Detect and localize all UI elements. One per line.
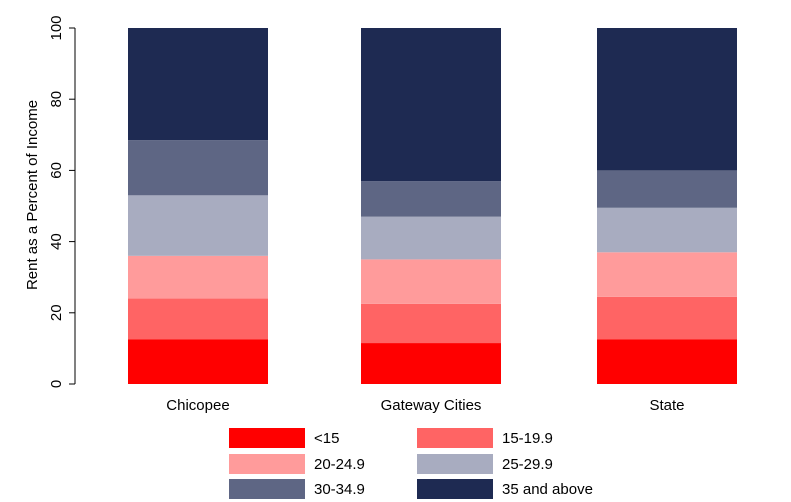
y-axis-title: Rent as a Percent of Income — [24, 100, 41, 290]
legend-label: 35 and above — [502, 481, 593, 498]
x-axis-ticks: Chicopee Gateway Cities State — [166, 397, 684, 414]
y-axis-ticks: 0 20 40 60 80 100 — [48, 15, 75, 388]
x-tick-label: Gateway Cities — [381, 397, 482, 414]
legend-swatch — [417, 479, 493, 499]
bar-segment-chicopee-2 — [128, 298, 268, 340]
legend-label: 30-34.9 — [314, 481, 365, 498]
legend-swatch — [229, 454, 305, 474]
bar-segment-state-2 — [597, 296, 737, 340]
legend-swatch — [417, 428, 493, 448]
bars-group — [128, 28, 737, 384]
x-tick-label: State — [649, 397, 684, 414]
y-tick-label: 60 — [48, 162, 65, 179]
legend-swatch — [229, 428, 305, 448]
legend-swatch — [417, 454, 493, 474]
legend-swatch — [229, 479, 305, 499]
bar-segment-state-3 — [597, 252, 737, 297]
bar-segment-chicopee-5 — [128, 140, 268, 196]
bar-segment-chicopee-1 — [128, 339, 268, 384]
bar-segment-state-4 — [597, 207, 737, 253]
bar-segment-gateway-cities-1 — [361, 343, 501, 384]
legend-label: 15-19.9 — [502, 430, 553, 447]
bar-segment-gateway-cities-5 — [361, 181, 501, 217]
legend-label: 20-24.9 — [314, 456, 365, 473]
bar-segment-state-6 — [597, 28, 737, 171]
legend-label: <15 — [314, 430, 339, 447]
bar-segment-chicopee-6 — [128, 28, 268, 141]
y-tick-label: 0 — [48, 380, 65, 388]
legend: <15 15-19.9 20-24.9 25-29.9 30-34.9 35 and ab… — [229, 428, 593, 499]
bar-segment-state-1 — [597, 339, 737, 384]
bar-segment-gateway-cities-3 — [361, 259, 501, 304]
bar-segment-gateway-cities-2 — [361, 303, 501, 344]
bar-segment-gateway-cities-6 — [361, 28, 501, 182]
bar-segment-state-5 — [597, 170, 737, 208]
y-tick-label: 20 — [48, 304, 65, 321]
y-tick-label: 100 — [48, 15, 65, 40]
legend-label: 25-29.9 — [502, 456, 553, 473]
x-tick-label: Chicopee — [166, 397, 229, 414]
bar-segment-chicopee-4 — [128, 195, 268, 256]
bar-segment-gateway-cities-4 — [361, 216, 501, 260]
bar-segment-chicopee-3 — [128, 255, 268, 299]
y-tick-label: 80 — [48, 91, 65, 108]
y-tick-label: 40 — [48, 233, 65, 250]
